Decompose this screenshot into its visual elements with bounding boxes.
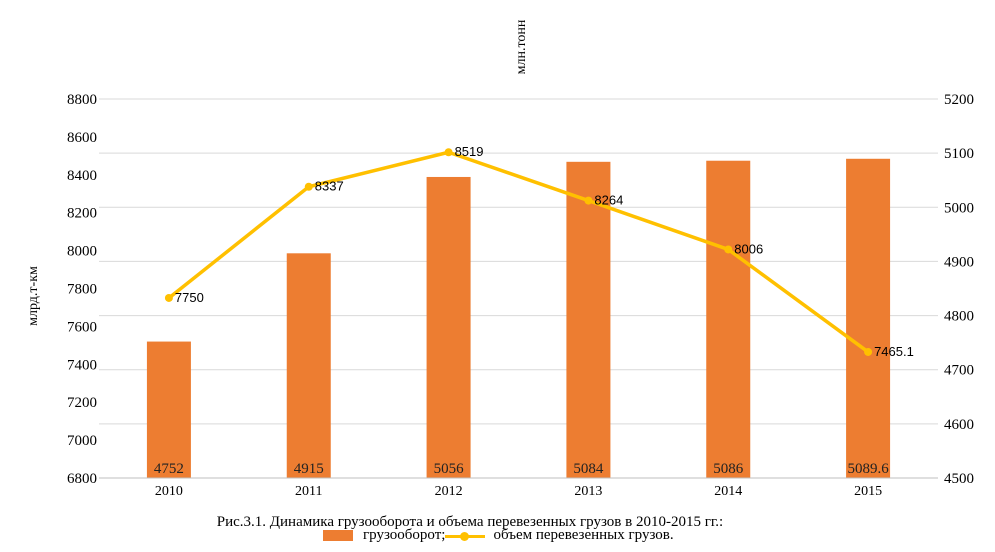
bar-data-label: 5086	[713, 461, 744, 477]
bar-data-label: 5056	[434, 461, 465, 477]
left-tick-label: 8600	[67, 130, 97, 146]
legend-line-key	[445, 530, 486, 542]
line-data-label: 7465.1	[874, 344, 914, 359]
right-tick-label: 4500	[944, 471, 974, 487]
series-line	[167, 150, 870, 354]
gridlines	[99, 98, 938, 479]
line-series: 7750 8337 8519 8264 8006 7465.1	[164, 144, 914, 359]
line-data-label: 8337	[315, 179, 344, 194]
right-tick-label: 5100	[944, 146, 974, 162]
line-data-label: 8264	[594, 193, 623, 208]
left-axis: 8800 8600 8400 8200 8000 7800 7600 7400 7200 7000…	[67, 92, 97, 487]
line-point	[864, 347, 873, 356]
bar-data-label: 5089.6	[847, 461, 889, 477]
right-tick-label: 5200	[944, 92, 974, 108]
line-point	[584, 196, 593, 205]
x-tick-label: 2010	[155, 484, 183, 499]
x-tick-label: 2015	[854, 484, 882, 499]
right-axis-title: млн.тонн	[514, 19, 529, 74]
x-tick-label: 2011	[295, 484, 322, 499]
left-tick-label: 8200	[67, 206, 97, 222]
left-tick-label: 7600	[67, 319, 97, 335]
left-tick-label: 7000	[67, 433, 97, 449]
line-data-label: 8519	[455, 144, 484, 159]
bar	[146, 341, 191, 478]
right-tick-label: 4800	[944, 309, 974, 325]
line-point	[304, 182, 313, 191]
x-tick-label: 2012	[435, 484, 463, 499]
left-tick-label: 8400	[67, 168, 97, 184]
line-point	[444, 148, 453, 157]
figure-caption: Рис.3.1. Динамика грузооборота и объема …	[216, 514, 724, 530]
right-tick-label: 5000	[944, 200, 974, 216]
bar-data-label: 4752	[154, 461, 184, 477]
left-tick-label: 7200	[67, 395, 97, 411]
bar-data-label: 5084	[573, 461, 604, 477]
left-tick-label: 7400	[67, 357, 97, 373]
left-tick-label: 6800	[67, 471, 97, 487]
bar	[566, 161, 611, 478]
right-tick-label: 4600	[944, 417, 974, 433]
right-tick-label: 4900	[944, 254, 974, 270]
right-tick-label: 4700	[944, 363, 974, 379]
left-tick-label: 8000	[67, 244, 97, 260]
left-axis-title: млрд.т-км	[26, 266, 41, 326]
bar	[846, 158, 891, 478]
right-axis: 5200 5100 5000 4900 4800 4700 4600 4500	[944, 92, 974, 487]
legend-line-label: объем перевезенных грузов.	[493, 527, 674, 543]
x-tick-label: 2013	[574, 484, 602, 499]
bar	[286, 253, 331, 478]
line-data-label: 8006	[734, 241, 763, 256]
line-data-label: 7750	[175, 290, 204, 305]
bar	[426, 176, 471, 479]
left-tick-label: 8800	[67, 92, 97, 108]
legend-bar-swatch	[323, 530, 353, 541]
line-point	[724, 245, 733, 254]
x-tick-label: 2014	[714, 484, 742, 499]
legend: грузооборот; объем перевезенных грузов.	[323, 527, 674, 544]
x-axis: 2010 2011 2012 2013 2014 2015	[99, 477, 938, 499]
left-tick-label: 7800	[67, 282, 97, 298]
legend-bar-label: грузооборот;	[363, 527, 446, 543]
bar-data-label: 4915	[294, 461, 324, 477]
bar-series: 4752 4915 5056 5084 5086 5089.6	[146, 158, 891, 479]
bar	[706, 160, 751, 479]
line-point	[164, 293, 173, 302]
